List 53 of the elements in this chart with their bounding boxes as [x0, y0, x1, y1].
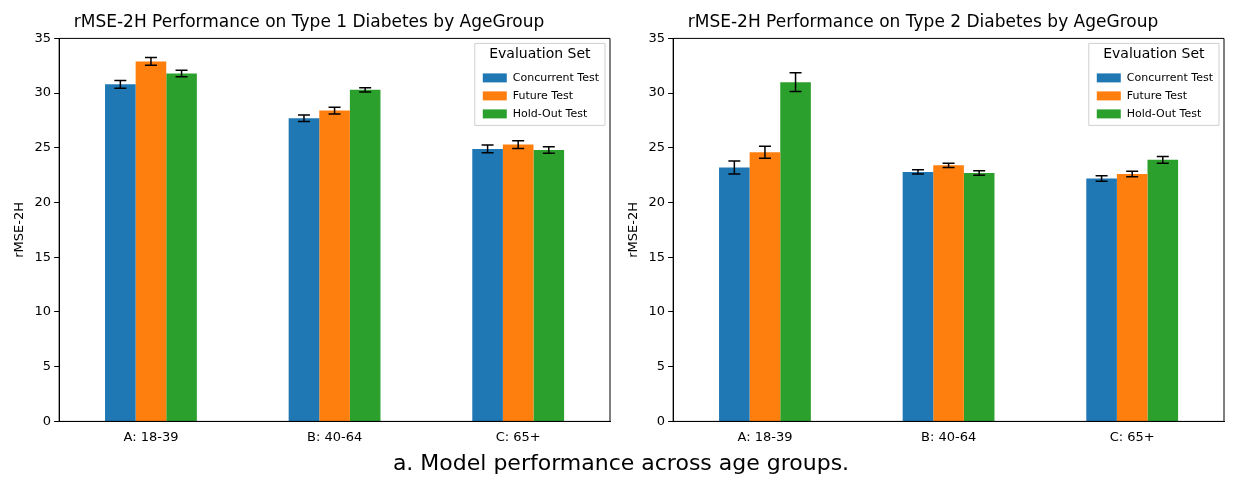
bar [1086, 178, 1117, 421]
bar [933, 165, 964, 421]
y-tick-label: 0 [42, 412, 52, 428]
y-tick-label: 35 [648, 29, 666, 45]
y-tick-label: 5 [656, 358, 666, 374]
chart-title: rMSE-2H Performance on Type 1 Diabetes by AgeGroup [73, 10, 545, 31]
bar [105, 84, 136, 421]
y-tick-label: 5 [42, 358, 52, 374]
x-tick-label: A: 18-39 [123, 428, 179, 444]
bar [902, 171, 934, 421]
y-tick-label: 15 [34, 248, 52, 264]
chart-title: rMSE-2H Performance on Type 2 Diabetes by AgeGroup [687, 10, 1159, 31]
x-tick-label: B: 40-64 [306, 428, 363, 444]
y-tick-label: 30 [648, 84, 666, 100]
legend-title: Evaluation Set [1103, 45, 1206, 62]
y-tick-label: 35 [34, 29, 52, 45]
x-tick-label: C: 65+ [495, 428, 541, 444]
text: a. Model performance across age groups. [391, 450, 851, 475]
bar [502, 144, 534, 421]
y-axis-title: rMSE-2H [625, 202, 641, 258]
bar [472, 148, 503, 421]
x-tick-label: A: 18-39 [737, 428, 793, 444]
y-tick-label: 10 [34, 303, 52, 319]
bar [135, 61, 167, 421]
bar [288, 118, 320, 421]
y-tick-label: 20 [648, 193, 666, 209]
y-tick-label: 0 [656, 412, 666, 428]
legend-label: Concurrent Test [1126, 71, 1214, 85]
y-axis-title: rMSE-2H [11, 202, 27, 258]
legend-label: Future Test [512, 89, 574, 103]
legend-label: Concurrent Test [512, 71, 600, 85]
x-tick-label: B: 40-64 [920, 428, 977, 444]
bar [349, 89, 381, 421]
bar [319, 110, 350, 421]
y-tick-label: 30 [34, 84, 52, 100]
bar [749, 152, 781, 421]
bar [533, 150, 565, 421]
legend-title: Evaluation Set [489, 45, 592, 62]
bar [963, 173, 995, 421]
bar [719, 167, 750, 421]
y-tick-label: 15 [648, 248, 666, 264]
y-tick-label: 25 [34, 139, 52, 155]
bar [780, 82, 811, 421]
y-tick-label: 20 [34, 193, 52, 209]
y-tick-label: 10 [648, 303, 666, 319]
x-tick-label: C: 65+ [1109, 428, 1155, 444]
legend-label: Future Test [1126, 89, 1188, 103]
legend-label: Hold-Out Test [1126, 107, 1202, 121]
bar [1147, 159, 1179, 421]
y-tick-label: 25 [648, 139, 666, 155]
legend-label: Hold-Out Test [512, 107, 588, 121]
bar [1116, 174, 1148, 421]
bar [166, 73, 197, 421]
